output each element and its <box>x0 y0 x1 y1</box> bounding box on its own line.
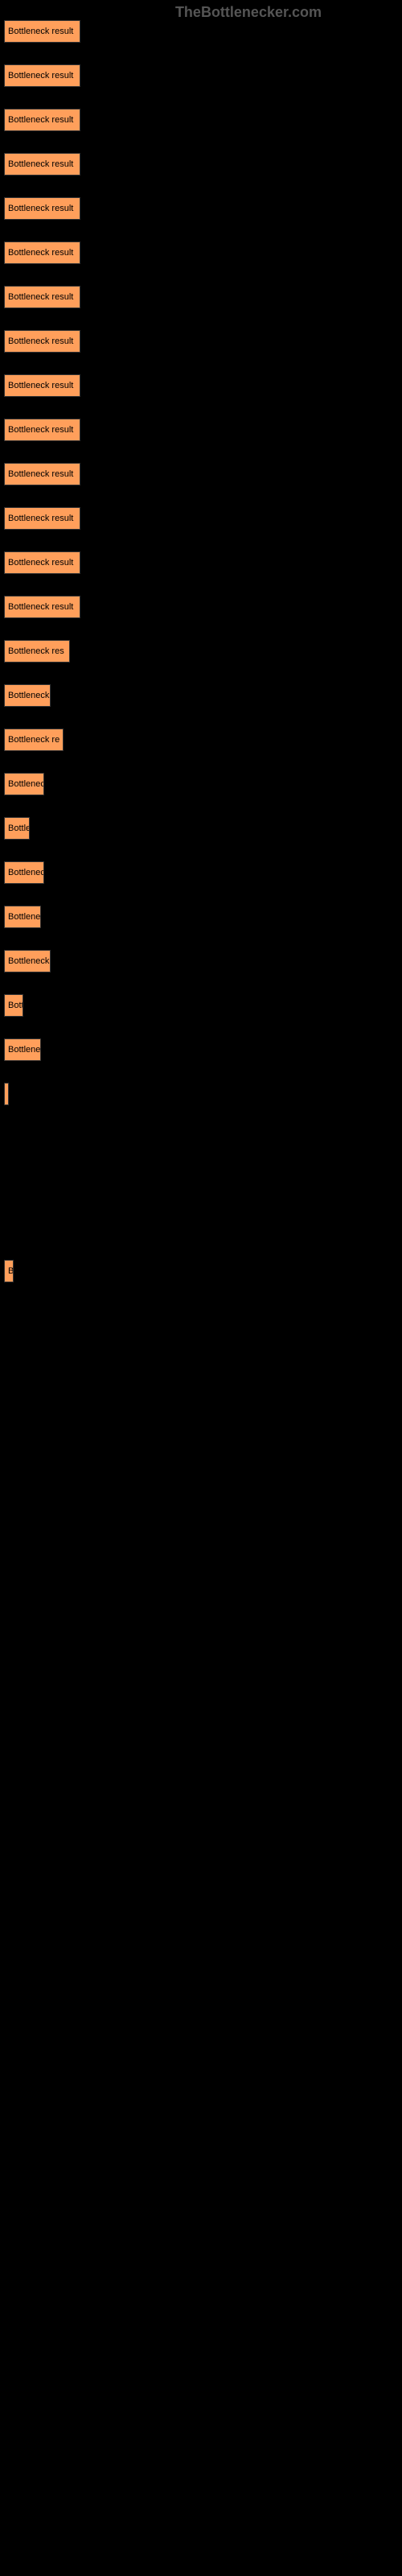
bar-label: Bottleneck result <box>8 514 73 523</box>
bar-row: Bottleneck result <box>4 463 398 485</box>
bar-label: Bottleneck result <box>8 425 73 435</box>
bar: Bottlene <box>4 1038 41 1061</box>
bar-label: Bottleneck result <box>8 71 73 80</box>
bar-row: Bottleneck result <box>4 551 398 574</box>
bar-label: Bottlenec <box>8 868 44 877</box>
bar-row <box>4 1304 398 1327</box>
bar: Bottlenec <box>4 773 44 795</box>
bar: Bottle <box>4 817 30 840</box>
bar-label: Bottlene <box>8 912 40 922</box>
bar-row: Bottleneck result <box>4 374 398 397</box>
bar-row: B <box>4 1260 398 1282</box>
bar: Bottleneck result <box>4 463 80 485</box>
bar-chart: Bottleneck result Bottleneck result Bottle… <box>0 0 402 1352</box>
bar-row: Bottleneck result <box>4 507 398 530</box>
bar-label: Bottlenec <box>8 779 44 789</box>
bar: Bottleneck result <box>4 551 80 574</box>
bar-label: Bottleneck result <box>8 292 73 302</box>
bar-row <box>4 1171 398 1194</box>
bar-row: Bottleneck <box>4 950 398 972</box>
bar: Bottleneck result <box>4 153 80 175</box>
bar-label: Bottleneck result <box>8 602 73 612</box>
bar: Bottleneck result <box>4 64 80 87</box>
watermark-text: TheBottlenecker.com <box>175 4 322 21</box>
bar-row: Bottleneck <box>4 684 398 707</box>
bar: Bottleneck result <box>4 20 80 43</box>
bar-label: Bottleneck re <box>8 735 59 745</box>
bar: Bottleneck result <box>4 374 80 397</box>
bar-label: Bottleneck result <box>8 204 73 213</box>
bar-label: Bottleneck result <box>8 558 73 568</box>
bar-row <box>4 1083 398 1105</box>
bar-label: B <box>8 1266 14 1276</box>
bar: Bottleneck <box>4 950 51 972</box>
bar-row: Bottleneck result <box>4 20 398 43</box>
bar-label: Bottleneck result <box>8 27 73 36</box>
bar-row: Bottle <box>4 817 398 840</box>
bar: Bott <box>4 994 23 1017</box>
bar-row: Bottleneck result <box>4 419 398 441</box>
bar: Bottleneck result <box>4 109 80 131</box>
bar-label: Bottleneck res <box>8 646 64 656</box>
bar-row: Bottlene <box>4 1038 398 1061</box>
bar: Bottleneck <box>4 684 51 707</box>
bar: Bottleneck res <box>4 640 70 663</box>
bar: Bottleneck result <box>4 286 80 308</box>
bar-label: Bottlene <box>8 1045 40 1055</box>
bar-row <box>4 1216 398 1238</box>
bar-row: Bottleneck result <box>4 153 398 175</box>
bar-row: Bottleneck result <box>4 330 398 353</box>
bar-row: Bottleneck re <box>4 729 398 751</box>
bar <box>4 1083 9 1105</box>
bar-row: Bottleneck result <box>4 242 398 264</box>
bar: B <box>4 1260 14 1282</box>
bar: Bottleneck result <box>4 507 80 530</box>
bar-label: Bottleneck <box>8 956 49 966</box>
bar-label: Bottleneck result <box>8 381 73 390</box>
bar: Bottleneck re <box>4 729 64 751</box>
bar: Bottleneck result <box>4 197 80 220</box>
bar: Bottleneck result <box>4 419 80 441</box>
bar: Bottleneck result <box>4 242 80 264</box>
bar: Bottleneck result <box>4 596 80 618</box>
bar-row: Bottleneck result <box>4 109 398 131</box>
bar-row: Bottleneck result <box>4 286 398 308</box>
bar-label: Bottleneck <box>8 691 49 700</box>
bar-row: Bottlenec <box>4 773 398 795</box>
bar-label: Bottleneck result <box>8 115 73 125</box>
bar-label: Bottleneck result <box>8 248 73 258</box>
bar-row: Bottleneck result <box>4 64 398 87</box>
bar-label: Bottle <box>8 824 30 833</box>
bar-label: Bottleneck result <box>8 469 73 479</box>
bar-row <box>4 1127 398 1150</box>
bar-row: Bottleneck result <box>4 197 398 220</box>
bar: Bottleneck result <box>4 330 80 353</box>
bar-row: Bott <box>4 994 398 1017</box>
bar: Bottlene <box>4 906 41 928</box>
bar-label: Bottleneck result <box>8 159 73 169</box>
bar-row: Bottlenec <box>4 861 398 884</box>
bar-row: Bottleneck res <box>4 640 398 663</box>
bar-row: Bottlene <box>4 906 398 928</box>
bar: Bottlenec <box>4 861 44 884</box>
bar-label: Bottleneck result <box>8 336 73 346</box>
bar-row: Bottleneck result <box>4 596 398 618</box>
bar-label: Bott <box>8 1001 23 1010</box>
